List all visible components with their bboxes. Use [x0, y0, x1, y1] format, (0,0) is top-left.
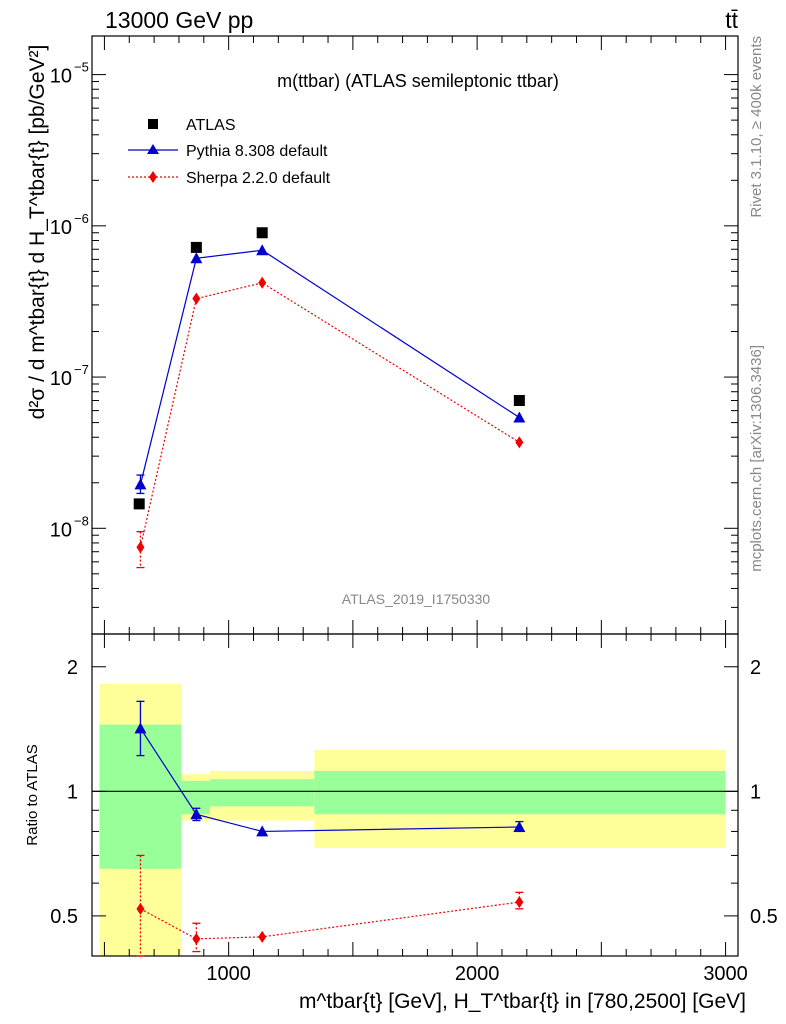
x-tick-label: 2000	[455, 963, 500, 985]
main-y-tick-exponent: −7	[74, 362, 89, 377]
x-tick-label: 1000	[206, 963, 251, 985]
plot-title: m(ttbar) (ATLAS semileptonic ttbar)	[277, 71, 559, 91]
main-pythia-point	[513, 411, 526, 423]
legend-marker-sherpa	[149, 171, 157, 183]
main-atlas-point	[256, 227, 268, 239]
x-tick-label: 3000	[703, 963, 748, 985]
main-sherpa-point	[515, 436, 524, 449]
main-atlas-point	[513, 394, 525, 406]
ratio-y-tick-label-left: 2	[67, 657, 78, 679]
x-axis-label: m^tbar{t} [GeV], H_T^tbar{t} in [780,250…	[299, 990, 746, 1013]
ratio-y-tick-label-right: 1	[750, 781, 761, 803]
x-ticks: 1000 2000 3000	[103, 36, 748, 985]
ratio-sherpa-point	[192, 932, 201, 945]
ratio-y-ticks: 0.5 0.5 1 1 2 2	[50, 657, 778, 957]
ratio-panel-frame	[91, 633, 739, 957]
main-y-tick-label: 10	[50, 519, 72, 541]
ratio-y-tick-label-right: 0.5	[750, 906, 778, 928]
ratio-pythia-point	[190, 808, 203, 820]
legend-label-pythia: Pythia 8.308 default	[186, 143, 328, 160]
main-pythia-point	[134, 478, 147, 490]
main-pythia-line	[139, 249, 520, 485]
main-y-axis-label: d²σ / d m^tbar{t} d H_T^tbar{t} [pb/GeV²…	[26, 45, 49, 420]
main-atlas-point	[133, 498, 145, 510]
legend-marker-atlas	[148, 119, 158, 129]
stat-uncertainty-band	[314, 770, 726, 815]
main-y-tick-label: 10	[50, 368, 72, 390]
header-energy: 13000 GeV pp	[105, 7, 253, 33]
ratio-sherpa-point	[136, 902, 145, 915]
mcplots-label: mcplots.cern.ch [arXiv:1306.3436]	[748, 345, 765, 572]
main-y-tick-exponent: −5	[74, 60, 89, 75]
main-sherpa-point	[258, 276, 267, 289]
legend: ATLAS Pythia 8.308 default Sherpa 2.2.0 …	[128, 117, 331, 187]
main-y-tick-exponent: −8	[74, 513, 89, 528]
main-pythia-point	[190, 252, 203, 264]
ratio-pythia-point	[134, 722, 147, 734]
main-sherpa-line	[139, 282, 520, 548]
main-atlas-point	[190, 241, 202, 253]
ratio-bands	[92, 683, 738, 956]
main-y-tick-label: 10	[50, 66, 72, 88]
ratio-y-tick-label-right: 2	[750, 657, 761, 679]
header-process: tt̄	[725, 7, 738, 33]
main-pythia-point	[256, 244, 269, 256]
ratio-pythia-line	[139, 727, 520, 833]
ratio-y-axis-label: Ratio to ATLAS	[24, 744, 41, 845]
main-sherpa-point	[136, 541, 145, 554]
ratio-y-tick-label-left: 1	[67, 781, 78, 803]
main-series-layer	[133, 227, 526, 569]
ratio-series-layer	[134, 700, 526, 957]
legend-marker-pythia	[147, 144, 159, 154]
ratio-sherpa-line	[140, 901, 520, 940]
main-y-ticks: 10−810−710−610−5	[50, 60, 738, 635]
ratio-pythia-point	[256, 825, 269, 837]
ratio-sherpa-point	[258, 930, 267, 943]
rivet-label: Rivet 3.1.10, ≥ 400k events	[748, 36, 765, 218]
ratio-sherpa-point	[515, 896, 524, 909]
analysis-watermark: ATLAS_2019_I1750330	[342, 591, 491, 607]
main-y-tick-label: 10	[50, 217, 72, 239]
main-y-tick-exponent: −6	[74, 211, 89, 226]
stat-uncertainty-band	[210, 779, 315, 807]
ratio-y-tick-label-left: 0.5	[50, 906, 78, 928]
legend-label-sherpa: Sherpa 2.2.0 default	[186, 170, 331, 187]
ratio-pythia-point	[513, 820, 526, 832]
main-sherpa-point	[192, 292, 201, 305]
legend-label-atlas: ATLAS	[186, 117, 236, 134]
